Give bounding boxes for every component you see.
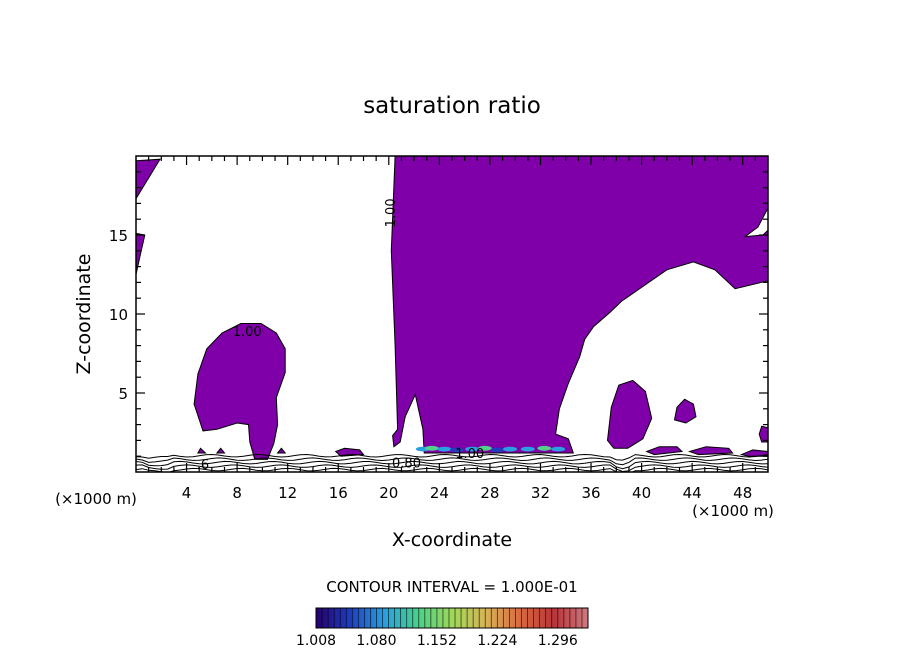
- x-tick-label: 20: [379, 484, 398, 502]
- high-ratio-cell: [537, 445, 552, 451]
- high-ratio-cell: [503, 446, 518, 452]
- x-tick-label: 36: [581, 484, 600, 502]
- low-patch-2: [645, 446, 684, 456]
- colorbar-tick-label: 1.008: [296, 633, 336, 649]
- low-patch-5: [197, 447, 207, 454]
- surface-contour-line: [136, 464, 768, 472]
- x-tick-label: 12: [278, 484, 297, 502]
- y-tick-label: 10: [109, 306, 128, 324]
- contour-labels: 1.00 1.00 0.80 1.00 .6: [197, 198, 484, 472]
- chart-title: saturation ratio: [363, 93, 541, 119]
- saturation-regions: [136, 156, 768, 460]
- high-ratio-cell: [551, 446, 566, 452]
- main-plume: [390, 156, 768, 454]
- y-tick-label: 5: [118, 385, 128, 403]
- x-axis-label: X-coordinate: [392, 529, 512, 551]
- surface-contour-line: [136, 460, 768, 470]
- x-tick-label: 48: [733, 484, 752, 502]
- surface-contour-line: [136, 453, 768, 461]
- high-ratio-cell: [424, 445, 439, 451]
- plot-area: [136, 156, 768, 472]
- colorbar-tick-label: 1.152: [417, 633, 457, 649]
- right-edge-blob: [758, 425, 768, 443]
- x-tick-label: 16: [329, 484, 348, 502]
- x-unit-right: (×1000 m): [692, 502, 774, 520]
- contour-value-label: 0.80: [392, 456, 421, 471]
- surface-contour-line: [136, 457, 768, 466]
- colorbar-tick-label: 1.296: [538, 633, 578, 649]
- high-ratio-cell: [477, 445, 492, 451]
- left-edge-patch: [136, 232, 146, 275]
- low-patch-7: [276, 447, 287, 454]
- high-ratio-cell: [520, 446, 535, 452]
- colorbar-frame: [315, 607, 589, 629]
- contour-value-label: .6: [197, 458, 209, 473]
- x-tick-label: 8: [232, 484, 242, 502]
- x-tick-label: 4: [182, 484, 192, 502]
- x-tick-label: 40: [632, 484, 651, 502]
- x-tick-label: 44: [683, 484, 702, 502]
- high-ratio-cell: [450, 447, 465, 453]
- high-ratio-cell: [437, 446, 452, 452]
- colorbar-gradient: [316, 608, 588, 628]
- low-patch-3: [687, 446, 734, 456]
- high-ratio-cell: [465, 446, 480, 452]
- contour-interval-label: CONTOUR INTERVAL = 1.000E-01: [326, 578, 577, 596]
- low-patch-4: [739, 449, 768, 457]
- contour-value-label: 1.00: [384, 198, 399, 227]
- right-blob: [606, 379, 653, 449]
- contour-value-label: 1.00: [233, 325, 262, 340]
- left-blob: [193, 323, 286, 460]
- small-right-blob: [673, 398, 697, 424]
- y-tick-label: 15: [109, 227, 128, 245]
- colorbar-tick-label: 1.080: [356, 633, 396, 649]
- x-tick-label: 24: [430, 484, 449, 502]
- upper-left-edge-patch: [136, 158, 161, 200]
- colorbar-tick-label: 1.224: [477, 633, 517, 649]
- x-tick-label: 32: [531, 484, 550, 502]
- x-unit-left: (×1000 m): [55, 490, 137, 508]
- contour-value-label: 1.00: [455, 447, 484, 462]
- x-tick-label: 28: [480, 484, 499, 502]
- low-patch-6: [215, 447, 226, 454]
- high-ratio-cell: [490, 447, 505, 453]
- colorbar: 1.008 1.080 1.152 1.224 1.296: [296, 607, 589, 649]
- y-axis-label: Z-coordinate: [73, 254, 95, 375]
